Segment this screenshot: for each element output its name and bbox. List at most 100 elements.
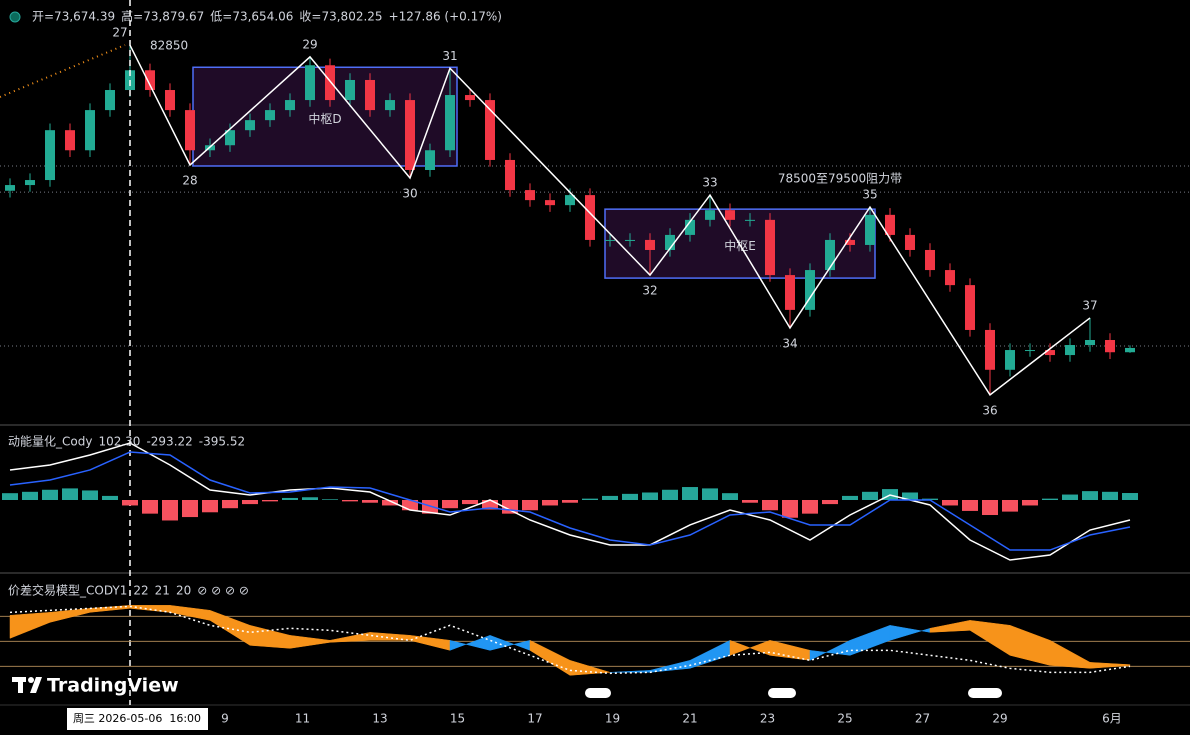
histogram-bar	[802, 500, 818, 514]
candle-body	[5, 185, 15, 191]
histogram-bar	[522, 500, 538, 511]
histogram-bar	[782, 500, 798, 518]
histogram-bar	[222, 500, 238, 509]
ohlc-readout: 开=73,674.39	[32, 10, 115, 24]
candle-body	[225, 130, 235, 146]
candle-body	[605, 239, 615, 241]
histogram-bar	[702, 488, 718, 501]
ohlc-readout: 高=73,879.67	[121, 9, 204, 24]
pivot-label: 33	[702, 176, 717, 190]
histogram-bar	[202, 500, 218, 513]
marker-pill	[585, 688, 611, 698]
pivot-label: 31	[442, 49, 457, 63]
histogram-bar	[842, 495, 858, 501]
readout: -395.52	[199, 435, 245, 449]
candle-body	[625, 239, 635, 241]
logo-part	[30, 677, 42, 693]
annotation: 78500至79500阻力带	[778, 172, 902, 186]
histogram-bar	[362, 500, 378, 503]
band-fill	[529, 639, 571, 676]
band-fill	[889, 625, 931, 641]
histogram-bar	[722, 493, 738, 501]
band-fill	[449, 634, 491, 651]
band-fill	[369, 632, 411, 641]
pivot-label: 37	[1082, 298, 1097, 312]
band-fill	[329, 632, 371, 643]
pivot-label: 29	[302, 37, 317, 51]
candle-body	[265, 110, 275, 121]
candle-body	[25, 180, 35, 186]
readout: 21	[155, 584, 170, 598]
histogram-bar	[422, 500, 438, 514]
candle-body	[765, 219, 775, 276]
candle-body	[165, 90, 175, 111]
candle-body	[85, 110, 95, 151]
histogram-bar	[1122, 493, 1138, 501]
histogram-bar	[102, 495, 118, 501]
candle-body	[945, 270, 955, 286]
band-fill	[1049, 639, 1091, 669]
pivot-label: 36	[982, 403, 997, 417]
histogram-bar	[482, 500, 498, 510]
candle-body	[1125, 347, 1135, 353]
histogram-bar	[1102, 491, 1118, 501]
candle-body	[1105, 340, 1115, 353]
candle-body	[565, 195, 575, 206]
candle-body	[105, 90, 115, 111]
candle-body	[1065, 345, 1075, 356]
pivot-label: 32	[642, 284, 657, 298]
histogram-bar	[1062, 494, 1078, 501]
candle-body	[825, 239, 835, 271]
candle-body	[465, 95, 475, 101]
x-tick-label: 23	[760, 712, 775, 726]
band-fill	[569, 659, 611, 676]
histogram-bar	[62, 488, 78, 501]
candle-body	[865, 214, 875, 245]
histogram-bar	[2, 493, 18, 501]
candle-body	[665, 234, 675, 250]
histogram-bar	[382, 500, 398, 506]
histogram-bar	[902, 492, 918, 501]
histogram-bar	[322, 499, 338, 501]
histogram-bar	[442, 500, 458, 509]
x-tick-label: 19	[605, 712, 620, 726]
band-fill	[249, 625, 291, 649]
pivot-label: 27	[112, 26, 127, 40]
histogram-bar	[762, 500, 778, 511]
pane-title: 动能量化_Cody	[8, 435, 92, 449]
brand-logo	[12, 677, 42, 693]
pivot-box-label: 中枢D	[308, 111, 341, 126]
candle-body	[185, 110, 195, 151]
candle-body	[585, 195, 595, 240]
histogram-bar	[1042, 498, 1058, 501]
indicator-line	[9, 451, 1131, 551]
pivot-label: 28	[182, 173, 197, 187]
x-tick-label: 6月	[1102, 712, 1122, 726]
ohlc-readout: 低=73,654.06	[210, 10, 293, 24]
candle-body	[1025, 350, 1035, 352]
histogram-bar	[402, 500, 418, 511]
indicator-line	[9, 442, 1131, 561]
histogram-bar	[342, 500, 358, 502]
candle-body	[745, 219, 755, 221]
band-fill	[809, 639, 851, 661]
candle-body	[685, 219, 695, 235]
readout: 22	[133, 584, 148, 598]
histogram-bar	[302, 497, 318, 501]
histogram-bar	[622, 493, 638, 501]
marker-pill	[768, 688, 796, 698]
x-tick-label: 15	[450, 712, 465, 726]
crosshair-label: 周三 2026-05-06 16:00	[73, 712, 201, 725]
candle-body	[1085, 340, 1095, 346]
candle-body	[645, 239, 655, 250]
status-dot	[9, 11, 21, 23]
peak-label: 82850	[150, 39, 188, 53]
candle-body	[725, 210, 735, 220]
candle-body	[485, 100, 495, 160]
candle-body	[425, 150, 435, 170]
histogram-bar	[462, 500, 478, 505]
candle-body	[285, 100, 295, 111]
candle-body	[445, 95, 455, 151]
trend-dots	[0, 44, 126, 98]
candle-body	[305, 65, 315, 101]
